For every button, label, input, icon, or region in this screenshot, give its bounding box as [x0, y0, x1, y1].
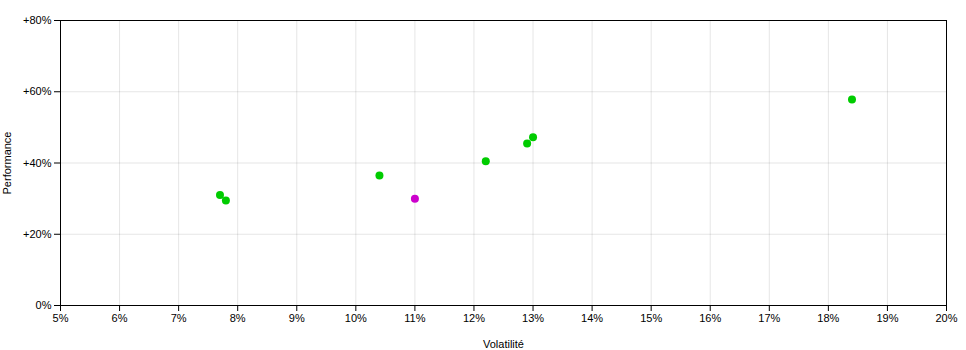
svg-text:+60%: +60% [23, 85, 52, 97]
svg-text:14%: 14% [581, 312, 603, 324]
svg-text:15%: 15% [640, 312, 662, 324]
svg-text:13%: 13% [522, 312, 544, 324]
svg-text:7%: 7% [171, 312, 187, 324]
svg-text:+80%: +80% [23, 14, 52, 26]
svg-text:+40%: +40% [23, 157, 52, 169]
svg-text:10%: 10% [345, 312, 367, 324]
svg-text:12%: 12% [463, 312, 485, 324]
svg-text:6%: 6% [112, 312, 128, 324]
svg-text:+20%: +20% [23, 228, 52, 240]
svg-text:9%: 9% [289, 312, 305, 324]
svg-text:Volatilité: Volatilité [483, 338, 524, 350]
svg-text:18%: 18% [817, 312, 839, 324]
svg-text:5%: 5% [53, 312, 69, 324]
svg-text:8%: 8% [230, 312, 246, 324]
svg-text:Performance: Performance [1, 132, 13, 195]
svg-text:0%: 0% [36, 299, 52, 311]
svg-text:20%: 20% [935, 312, 957, 324]
svg-text:16%: 16% [699, 312, 721, 324]
svg-text:11%: 11% [404, 312, 425, 324]
svg-text:17%: 17% [758, 312, 780, 324]
svg-text:19%: 19% [876, 312, 898, 324]
